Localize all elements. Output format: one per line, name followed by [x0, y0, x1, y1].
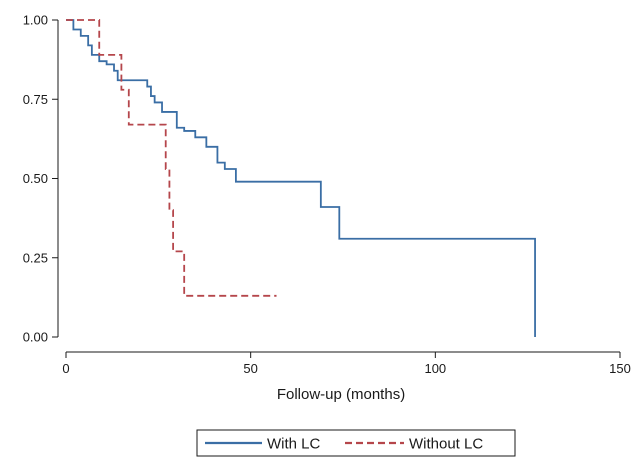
legend: With LC Without LC — [196, 429, 516, 457]
y-tick-label: 0.50 — [23, 171, 48, 186]
series-line-0 — [66, 19, 536, 337]
x-tick-label: 100 — [424, 361, 446, 376]
legend-label-0: With LC — [267, 436, 321, 453]
x-axis-title: Follow-up (months) — [277, 386, 405, 403]
x-tick-label: 0 — [62, 361, 69, 376]
x-tick-label: 150 — [609, 361, 631, 376]
y-tick-label: 0.25 — [23, 250, 48, 265]
x-tick-label: 50 — [243, 361, 257, 376]
y-tick-label: 1.00 — [23, 13, 48, 28]
series-line-1 — [66, 19, 277, 297]
y-tick-label: 0.75 — [23, 92, 48, 107]
legend-label-1: Without LC — [409, 436, 483, 453]
axes: 0.00 0.25 0.50 0.75 1.00 0 50 100 150 Follow-up (… — [23, 13, 631, 404]
y-tick-label: 0.00 — [23, 330, 48, 345]
series-layer — [66, 19, 536, 337]
